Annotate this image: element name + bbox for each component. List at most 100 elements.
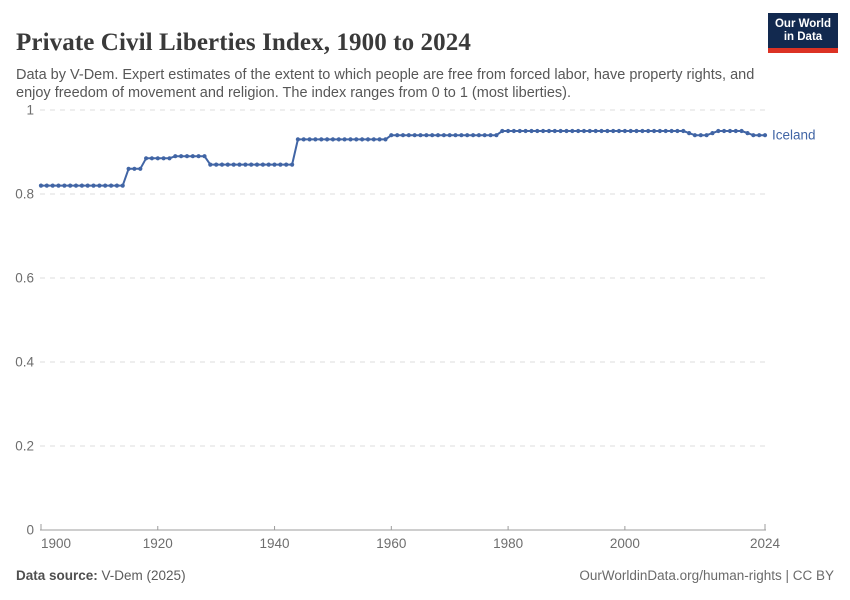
owid-logo-line2: in Data <box>783 31 823 43</box>
data-point <box>517 128 522 134</box>
data-point <box>663 128 668 134</box>
data-point <box>716 128 721 134</box>
data-point <box>138 166 143 171</box>
data-point <box>535 128 540 134</box>
data-point <box>558 128 563 134</box>
x-tick-label: 1920 <box>143 536 173 551</box>
data-point <box>476 133 481 138</box>
x-tick-label: 1960 <box>376 536 406 551</box>
data-point <box>710 131 715 136</box>
data-point <box>593 128 598 134</box>
y-tick-label: 0.2 <box>15 439 34 454</box>
data-point <box>564 128 569 134</box>
data-point <box>290 162 295 167</box>
x-tick-label: 1900 <box>41 536 71 551</box>
data-point <box>698 133 703 138</box>
x-tick-label: 2024 <box>750 536 781 551</box>
data-point <box>570 128 575 134</box>
data-point <box>441 133 446 138</box>
data-point <box>605 128 610 134</box>
page-title: Private Civil Liberties Index, 1900 to 2… <box>16 28 471 56</box>
data-point <box>208 162 213 167</box>
data-point <box>424 133 429 138</box>
data-point <box>669 128 674 134</box>
data-point <box>272 162 277 167</box>
data-point <box>447 133 452 138</box>
data-point <box>132 166 137 171</box>
data-point <box>500 128 505 134</box>
chart-subtitle: Data by V-Dem. Expert estimates of the e… <box>16 66 755 102</box>
data-source-note: Data source: V-Dem (2025) <box>16 568 186 583</box>
data-point <box>231 162 236 167</box>
data-point <box>704 133 709 138</box>
data-point <box>313 137 318 142</box>
data-point <box>284 162 289 167</box>
data-point <box>722 128 727 134</box>
data-point <box>307 137 312 142</box>
data-point <box>727 128 733 134</box>
data-point <box>325 137 330 142</box>
data-point <box>348 137 353 142</box>
data-point <box>144 156 149 161</box>
data-point <box>395 133 400 138</box>
data-point <box>692 133 698 138</box>
data-point <box>412 133 417 138</box>
data-point <box>377 137 382 142</box>
data-source-label: Data source: <box>16 568 98 583</box>
data-point <box>757 133 762 138</box>
data-point <box>751 133 756 138</box>
data-point <box>511 128 516 134</box>
data-point <box>73 183 79 188</box>
y-tick-label: 0.6 <box>15 271 34 286</box>
data-point <box>202 154 207 159</box>
data-point <box>488 133 493 138</box>
data-point <box>79 183 84 188</box>
y-tick-label: 1 <box>26 103 34 118</box>
license-note[interactable]: OurWorldinData.org/human-rights | CC BY <box>579 568 834 583</box>
data-point <box>733 128 738 134</box>
data-point <box>371 137 376 142</box>
data-point <box>155 156 160 161</box>
data-point <box>68 183 73 188</box>
data-point <box>38 183 44 188</box>
data-point <box>622 128 628 134</box>
data-line <box>41 130 765 187</box>
data-point <box>91 183 96 188</box>
data-point <box>634 128 639 134</box>
data-point <box>430 133 435 138</box>
data-point <box>184 154 190 159</box>
data-point <box>330 137 335 142</box>
series-label: Iceland <box>772 128 816 143</box>
data-point <box>85 183 90 188</box>
data-point <box>360 137 365 142</box>
data-point <box>552 128 557 134</box>
data-point <box>161 156 166 161</box>
data-point <box>126 166 131 171</box>
data-point <box>56 183 61 188</box>
data-point <box>354 137 359 142</box>
data-point <box>243 162 248 167</box>
data-point <box>675 128 680 134</box>
data-point <box>471 133 476 138</box>
data-point <box>225 162 230 167</box>
owid-logo[interactable]: Our World in Data <box>768 13 838 53</box>
data-point <box>465 133 470 138</box>
x-tick-label: 1980 <box>493 536 523 551</box>
data-point <box>120 183 125 188</box>
y-tick-label: 0.8 <box>15 187 34 202</box>
data-point <box>266 162 271 167</box>
data-point <box>681 128 686 134</box>
data-point <box>418 133 423 138</box>
data-point <box>435 133 441 138</box>
data-point <box>50 183 55 188</box>
data-point <box>365 137 371 142</box>
data-point <box>687 131 692 136</box>
data-point <box>628 128 633 134</box>
data-point <box>254 162 260 167</box>
data-point <box>541 128 546 134</box>
data-point <box>546 128 552 134</box>
data-point <box>529 128 534 134</box>
data-point <box>762 133 768 138</box>
